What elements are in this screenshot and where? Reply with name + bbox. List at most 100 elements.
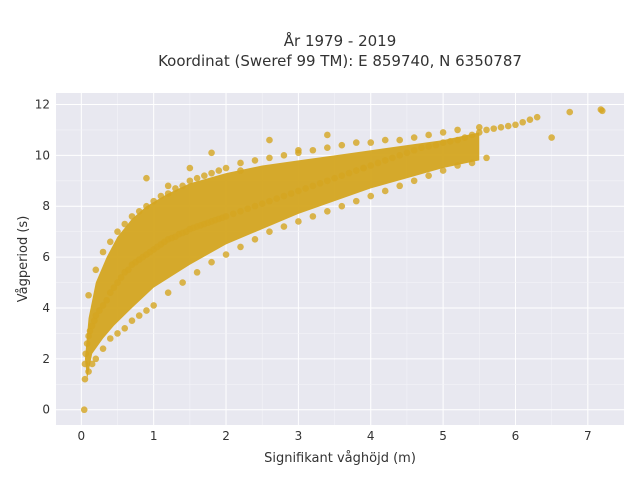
data-point: [85, 291, 92, 299]
data-point: [251, 235, 259, 243]
data-point: [208, 258, 215, 266]
data-point: [82, 350, 89, 358]
x-tick-label-2: 2: [222, 429, 230, 443]
data-point: [338, 141, 346, 149]
data-point: [83, 340, 91, 347]
data-point: [425, 143, 432, 150]
data-point: [110, 284, 118, 291]
data-point: [80, 406, 88, 414]
y-axis-label: Vågperiod (s): [16, 216, 31, 303]
data-point: [208, 169, 215, 177]
data-point: [143, 202, 150, 210]
x-tick-label-7: 7: [584, 429, 592, 443]
y-tick-label-5: 10: [35, 148, 50, 162]
data-point: [338, 172, 346, 179]
chart-title-line1: År 1979 - 2019: [284, 31, 397, 50]
data-point: [396, 136, 403, 144]
data-point: [396, 182, 403, 190]
data-point: [237, 167, 244, 174]
data-point: [164, 289, 172, 297]
data-point: [381, 187, 389, 195]
data-point: [367, 139, 375, 146]
data-point: [103, 297, 110, 304]
data-point: [222, 251, 230, 258]
data-point: [338, 202, 346, 210]
data-point: [302, 185, 309, 192]
data-point: [403, 149, 411, 157]
data-point: [85, 332, 92, 340]
data-point: [468, 131, 476, 139]
data-point: [280, 152, 288, 159]
y-tick-label-2: 4: [42, 301, 50, 315]
data-point: [410, 177, 418, 185]
data-point: [179, 182, 186, 190]
data-point: [215, 167, 223, 174]
data-point: [114, 279, 121, 286]
chart-title-line2: Koordinat (Sweref 99 TM): E 859740, N 63…: [158, 52, 522, 70]
x-tick-label-3: 3: [295, 429, 303, 443]
data-point: [454, 126, 461, 134]
data-point: [526, 116, 534, 124]
data-point: [81, 375, 89, 383]
data-point: [381, 136, 389, 144]
data-point: [179, 279, 186, 286]
data-point: [201, 172, 208, 179]
data-point: [164, 190, 172, 197]
y-tick-label-1: 2: [42, 352, 50, 366]
data-point: [92, 266, 100, 274]
data-point: [295, 187, 302, 195]
data-point: [454, 162, 461, 169]
data-point: [447, 138, 454, 145]
data-point: [237, 159, 244, 167]
data-point: [287, 190, 295, 197]
data-point: [244, 205, 252, 213]
data-point: [598, 107, 606, 115]
data-point: [266, 197, 273, 205]
y-tick-label-4: 8: [42, 199, 50, 213]
data-point: [352, 139, 360, 146]
data-point: [360, 164, 367, 172]
data-point: [193, 174, 201, 182]
data-point: [548, 134, 555, 141]
data-point: [533, 113, 541, 121]
x-axis-label: Signifikant våghöjd (m): [264, 451, 416, 466]
data-point: [497, 124, 505, 131]
data-point: [389, 154, 396, 162]
y-tick-label-6: 12: [35, 97, 50, 111]
data-point: [222, 213, 230, 220]
data-point: [425, 172, 432, 179]
data-point: [128, 317, 136, 324]
data-point: [295, 218, 302, 225]
data-point: [114, 228, 121, 235]
data-point: [88, 322, 96, 330]
data-point: [273, 195, 280, 202]
data-point: [295, 146, 302, 154]
data-point: [143, 174, 150, 182]
data-point: [396, 152, 403, 159]
data-point: [418, 144, 425, 151]
data-point: [381, 157, 389, 164]
x-tick-label-4: 4: [367, 429, 375, 443]
x-tick-label-1: 1: [150, 429, 158, 443]
data-point: [106, 289, 114, 297]
data-point: [99, 345, 107, 352]
data-point: [208, 149, 215, 157]
data-point: [186, 177, 194, 185]
data-point: [374, 159, 382, 167]
data-point: [186, 164, 194, 172]
dense-point-cloud: [84, 132, 480, 380]
data-point: [432, 141, 440, 149]
data-point: [345, 169, 353, 177]
data-point: [483, 126, 490, 134]
y-tick-label-0: 0: [42, 403, 50, 417]
data-point: [99, 302, 107, 309]
data-point: [143, 307, 150, 314]
data-point: [92, 355, 100, 363]
data-point: [106, 238, 114, 246]
data-point: [106, 335, 114, 342]
data-point: [425, 131, 432, 139]
data-point: [150, 302, 157, 309]
x-tick-label-5: 5: [439, 429, 447, 443]
data-point: [193, 269, 201, 276]
